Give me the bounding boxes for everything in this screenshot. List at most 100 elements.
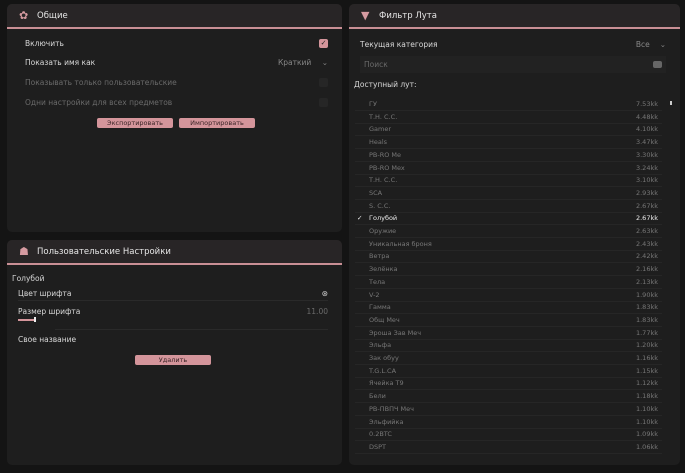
- loot-item[interactable]: Эроша Зав Меч 1.77kk: [355, 327, 662, 340]
- loot-item-value: 2.67kk: [635, 201, 658, 210]
- loot-item[interactable]: Эльфа 1.20kk: [355, 339, 662, 353]
- chevron-down-icon: ⌄: [659, 39, 666, 49]
- loot-item[interactable]: Ветра 2.42kk: [355, 250, 662, 264]
- loot-item-name: Ветра: [369, 252, 390, 261]
- loot-item[interactable]: V-2 1.90kk: [355, 289, 662, 302]
- filter-title: Фильтр Лута: [379, 10, 437, 21]
- loot-item-name: 0.2BTC: [369, 430, 392, 439]
- loot-item[interactable]: ГУ 7.53kk: [355, 98, 662, 111]
- loot-item[interactable]: Ячейка Т9 1.12kk: [355, 377, 662, 391]
- user-settings-icon: ☗: [19, 245, 29, 258]
- category-select[interactable]: Все ⌄: [636, 40, 666, 49]
- show-name-select[interactable]: Краткий ⌄: [278, 58, 328, 67]
- loot-item-name: SCA: [369, 188, 383, 197]
- loot-item-value: 4.10kk: [635, 125, 658, 134]
- custom-title: Пользовательские Настройки: [37, 246, 171, 257]
- loot-item[interactable]: Зелёнка 2.16kk: [355, 263, 662, 277]
- loot-item-value: 1.16kk: [635, 354, 658, 362]
- filter-icon: ▼: [361, 9, 370, 22]
- loot-item[interactable]: PB-ПВПЧ Меч 1.10kk: [355, 403, 662, 416]
- category-label: Текущая категория: [360, 39, 438, 49]
- loot-item[interactable]: Gamer 4.10kk: [355, 123, 662, 137]
- font-size-row: Размер шрифта 11.00: [18, 304, 328, 318]
- scrollbar[interactable]: [670, 101, 672, 105]
- only-custom-checkbox[interactable]: [319, 77, 328, 87]
- custom-name-row[interactable]: Свое название: [18, 332, 328, 346]
- loot-item[interactable]: Гамма 1.83kk: [355, 301, 662, 315]
- loot-item-value: 3.24kk: [635, 163, 658, 172]
- loot-item-value: 2.67kk: [635, 214, 658, 223]
- available-loot-label: Доступный лут:: [354, 80, 417, 89]
- enable-row[interactable]: Включить ✓: [25, 36, 328, 50]
- search-toggle-icon[interactable]: [653, 61, 662, 68]
- loot-item[interactable]: Уникальная броня 2.43kk: [355, 238, 662, 251]
- loot-item-name: T.G.L.CA: [369, 366, 397, 375]
- loot-item[interactable]: Оружие 2.63kk: [355, 225, 662, 238]
- custom-header: ☗ Пользовательские Настройки: [7, 240, 342, 265]
- same-settings-row[interactable]: Одни настройки для всех предметов: [25, 95, 328, 109]
- loot-item[interactable]: SCA 2.93kk: [355, 187, 662, 200]
- loot-item[interactable]: Зак обуу 1.16kk: [355, 352, 662, 365]
- loot-item-name: Зелёнка: [369, 265, 398, 274]
- custom-settings-panel: ☗ Пользовательские Настройки Голубой Цвет…: [7, 240, 342, 465]
- loot-item[interactable]: Общ Меч 1.83kk: [355, 314, 662, 327]
- show-name-label: Показать имя как: [25, 57, 96, 67]
- loot-item[interactable]: S. C.C. 2.67kk: [355, 200, 662, 213]
- font-size-label: Размер шрифта: [18, 306, 81, 316]
- loot-item[interactable]: PB-RO Me 3.30kk: [355, 149, 662, 162]
- loot-item[interactable]: Heals 3.47kk: [355, 136, 662, 150]
- general-panel: ✿ Общие Включить ✓ Показать имя как Краткий…: [7, 4, 342, 232]
- divider: [55, 329, 328, 330]
- delete-button[interactable]: Удалить: [135, 355, 211, 365]
- loot-item[interactable]: Т.Н. С.С. 3.10kk: [355, 174, 662, 188]
- enable-checkbox[interactable]: ✓: [319, 38, 328, 48]
- loot-item[interactable]: Эльфийка 1.10kk: [355, 416, 662, 429]
- loot-item-value: 4.48kk: [635, 112, 658, 121]
- loot-item[interactable]: Бели 1.18kk: [355, 390, 662, 404]
- loot-item-value: 1.20kk: [635, 341, 658, 350]
- only-custom-row[interactable]: Показывать только пользовательские: [25, 75, 328, 89]
- loot-item-name: Гамма: [369, 303, 391, 312]
- loot-item-name: PB-ПВПЧ Меч: [369, 404, 414, 413]
- loot-item[interactable]: Т.Н. С.С. 4.48kk: [355, 111, 662, 124]
- loot-item-name: Т.Н. С.С.: [369, 176, 398, 185]
- font-size-slider[interactable]: [18, 317, 318, 322]
- loot-item-name: V-2: [369, 290, 380, 299]
- loot-item-name: S. C.C.: [369, 201, 391, 210]
- search-input[interactable]: Поиск: [360, 56, 666, 73]
- general-header: ✿ Общие: [7, 4, 342, 29]
- check-icon: ✓: [357, 214, 363, 223]
- export-button[interactable]: Экспортировать: [97, 118, 173, 128]
- loot-item-value: 2.42kk: [635, 252, 658, 261]
- font-color-row[interactable]: Цвет шрифта ⊛: [18, 287, 328, 301]
- loot-item-value: 2.16kk: [635, 265, 658, 274]
- loot-item-name: Зак обуу: [369, 354, 399, 362]
- same-settings-label: Одни настройки для всех предметов: [25, 97, 173, 107]
- font-size-value: 11.00: [306, 306, 328, 316]
- loot-item-name: Heals: [369, 138, 388, 147]
- search-placeholder: Поиск: [364, 60, 388, 69]
- loot-item[interactable]: PB-RO Mex 3.24kk: [355, 162, 662, 175]
- loot-item-name: ГУ: [369, 100, 377, 108]
- same-settings-checkbox[interactable]: [319, 97, 328, 107]
- loot-item-value: 1.83kk: [635, 315, 658, 324]
- color-picker-icon[interactable]: ⊛: [321, 289, 328, 298]
- slider-handle[interactable]: [34, 317, 36, 322]
- loot-item-value: 2.13kk: [635, 277, 658, 286]
- loot-item[interactable]: T.G.L.CA 1.15kk: [355, 365, 662, 378]
- import-button[interactable]: Импортировать: [179, 118, 255, 128]
- loot-item-value: 1.15kk: [635, 366, 658, 375]
- loot-item[interactable]: DSPT 1.06kk: [355, 441, 662, 454]
- loot-item-value: 1.77kk: [635, 328, 658, 337]
- loot-item-name: Ячейка Т9: [369, 379, 404, 388]
- loot-item-value: 1.06kk: [635, 442, 658, 451]
- loot-item-name: Gamer: [369, 125, 392, 134]
- loot-item-name: Тела: [369, 277, 386, 286]
- loot-item-name: Т.Н. С.С.: [369, 112, 398, 121]
- loot-item-value: 3.47kk: [635, 138, 658, 147]
- loot-item[interactable]: 0.2BTC 1.09kk: [355, 428, 662, 442]
- loot-item-value: 7.53kk: [635, 100, 658, 108]
- loot-item[interactable]: Тела 2.13kk: [355, 276, 662, 289]
- enable-label: Включить: [25, 38, 64, 48]
- loot-item[interactable]: ✓ Голубой 2.67kk: [355, 212, 662, 226]
